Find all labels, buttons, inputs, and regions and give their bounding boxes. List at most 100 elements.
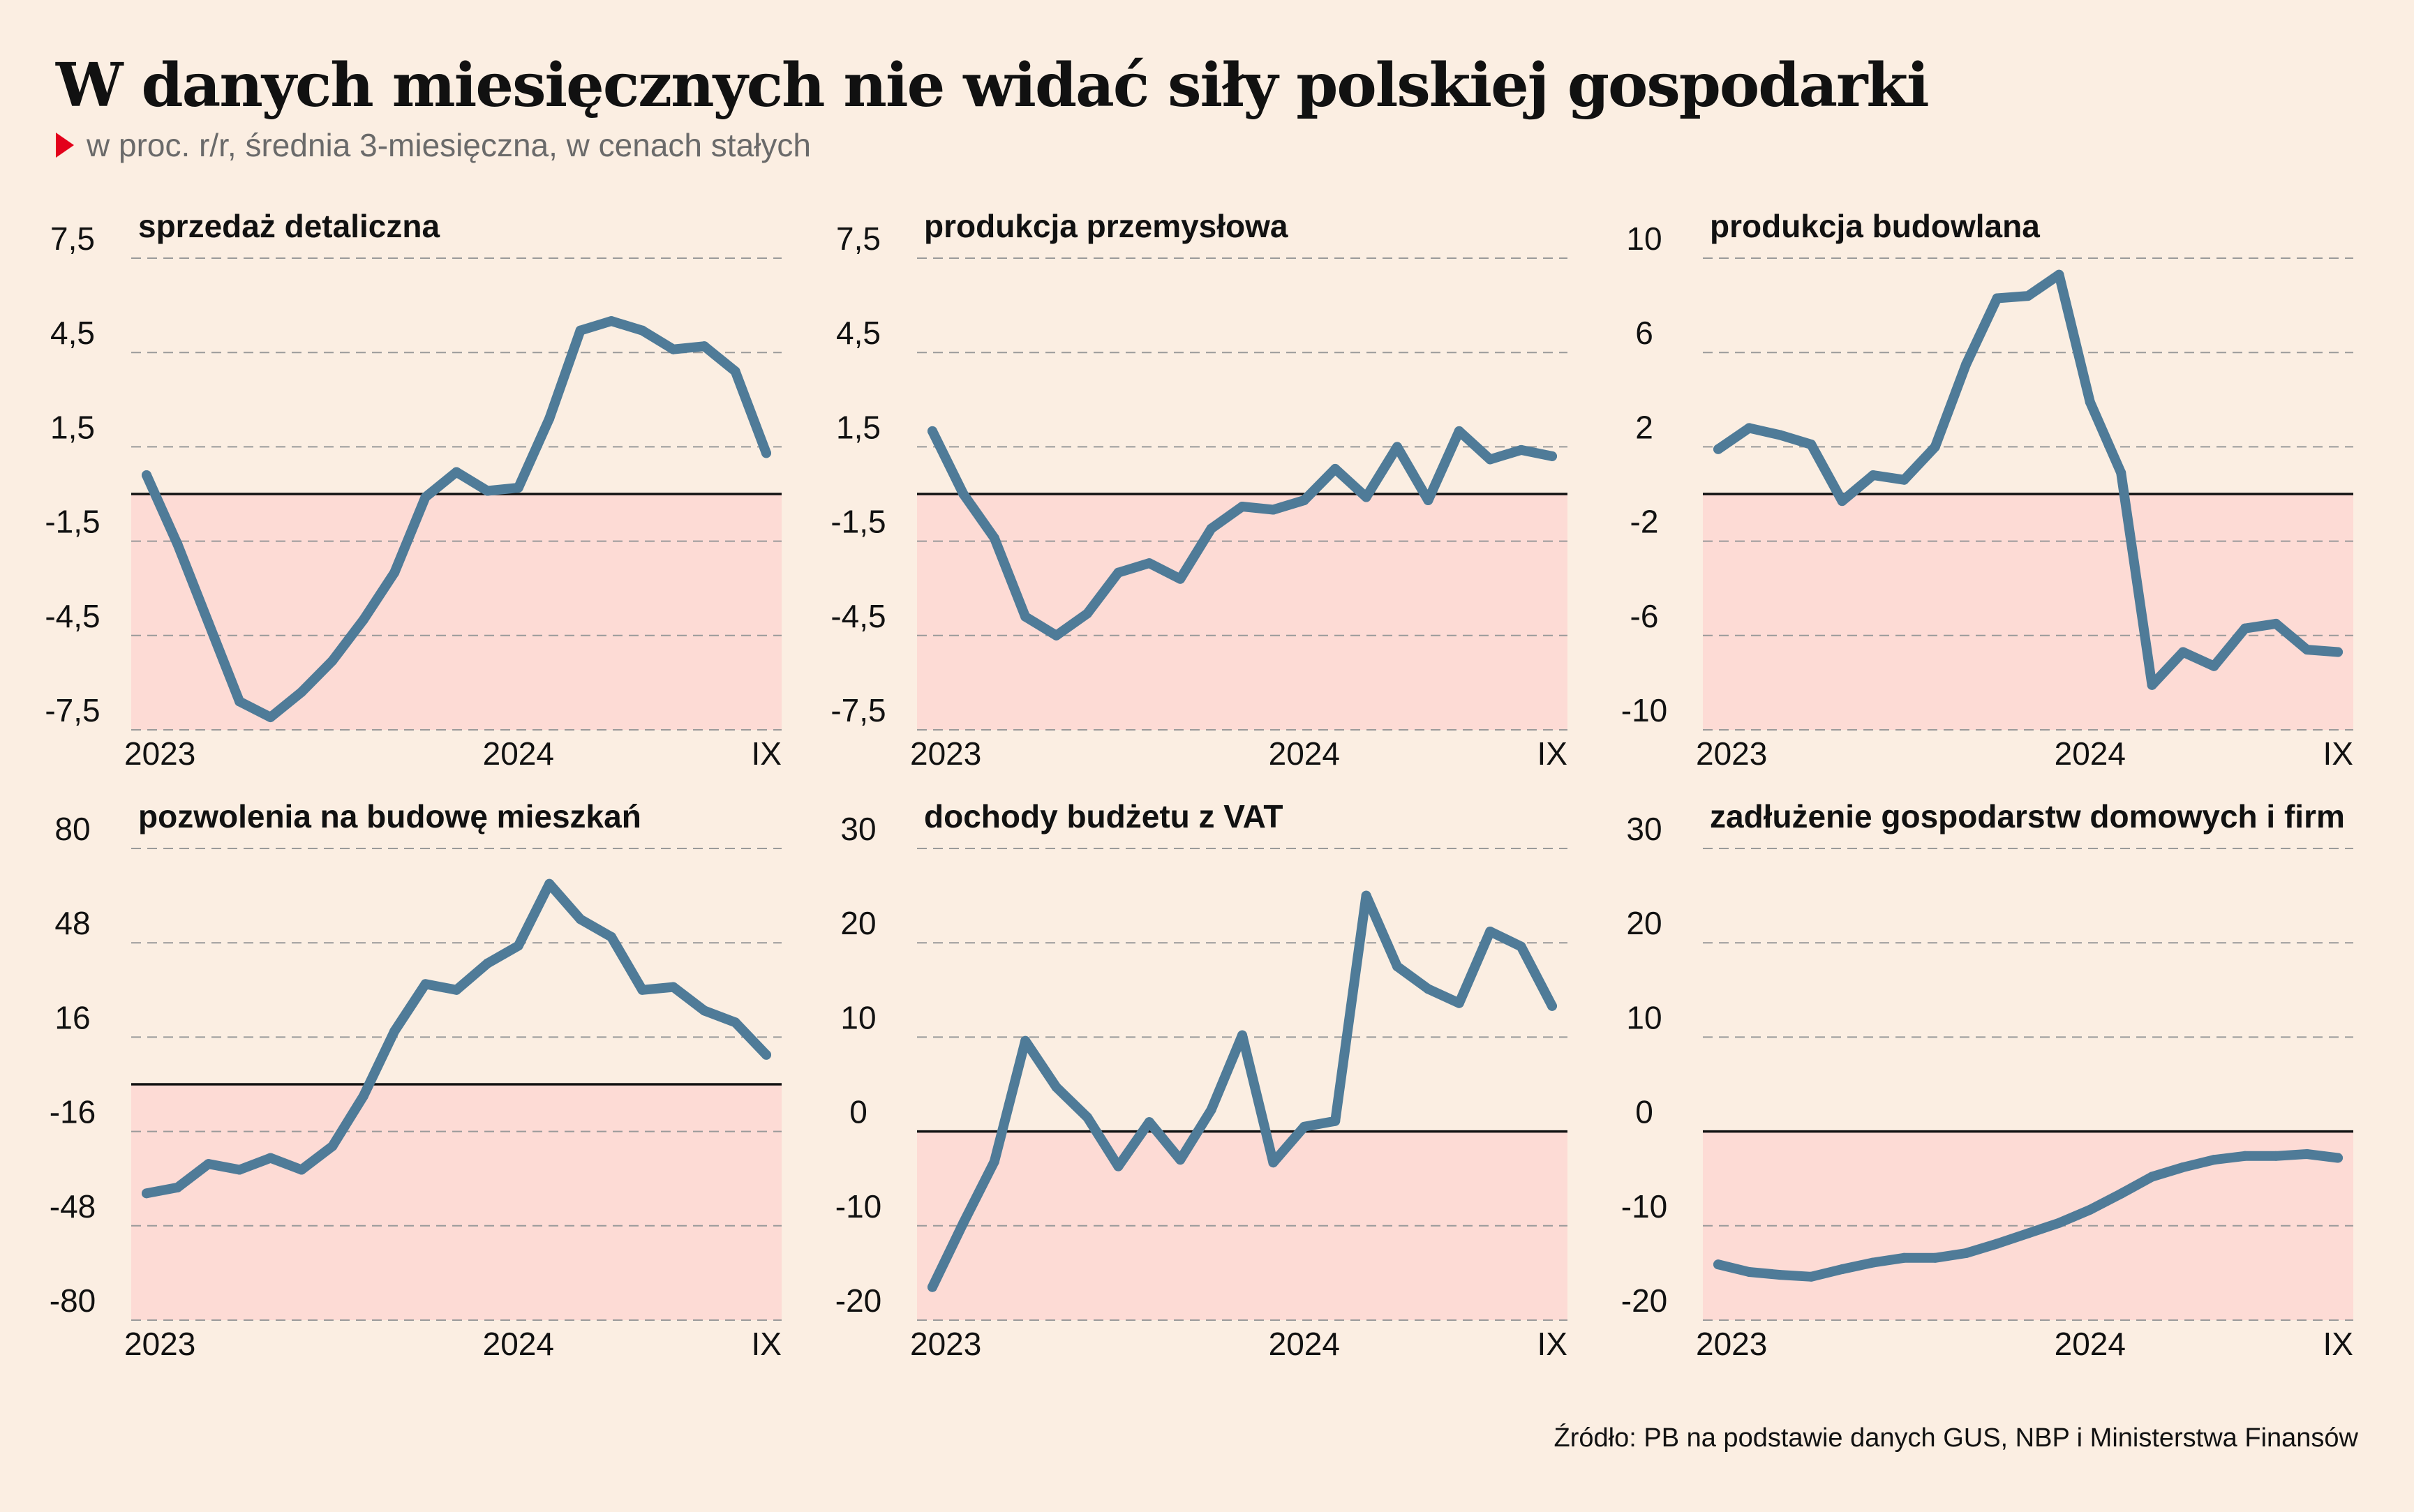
data-point [1051, 1082, 1061, 1093]
data-point [2085, 1204, 2095, 1215]
y-tick-label: 0 [849, 1094, 867, 1130]
negative-area [131, 1084, 782, 1320]
data-point [606, 931, 616, 942]
chart-panel: 7,5 4,5 1,5 -1,5 -4,5 -7,5 2023 2024 IX produkcja… [830, 208, 1567, 772]
data-point [265, 1153, 276, 1163]
source-note: Źródło: PB na podstawie danych GUS, NBP … [1554, 1423, 2358, 1453]
x-tick-label: 2023 [124, 735, 195, 772]
y-tick-label: -7,5 [830, 692, 886, 728]
x-tick-label: 2024 [1269, 735, 1340, 772]
data-point [1113, 567, 1124, 578]
data-point [513, 941, 523, 951]
subtitle-row: w proc. r/r, średnia 3-miesięczna, w cen… [56, 124, 811, 166]
data-point [668, 344, 678, 354]
data-point [1775, 1270, 1785, 1280]
data-point [234, 1165, 245, 1175]
data-point [761, 1049, 771, 1060]
data-point [1361, 492, 1371, 502]
data-point [234, 696, 245, 707]
y-tick-label: -20 [835, 1282, 881, 1319]
y-tick-label: -4,5 [830, 598, 886, 634]
y-tick-label: -80 [50, 1282, 96, 1319]
x-tick-label: 2023 [910, 1326, 981, 1362]
data-point [989, 533, 999, 544]
data-point [1713, 444, 1723, 454]
data-point [1330, 463, 1341, 474]
data-point [2209, 1155, 2219, 1165]
data-point [172, 1182, 183, 1192]
data-point [1020, 1035, 1031, 1046]
data-point [699, 341, 710, 352]
data-point [1485, 454, 1496, 465]
data-point [265, 712, 276, 722]
y-tick-label: -1,5 [45, 504, 100, 540]
data-point [575, 325, 586, 336]
y-tick-label: 1,5 [50, 409, 95, 445]
data-point [420, 492, 431, 502]
data-point [452, 467, 461, 477]
data-point [1361, 890, 1371, 901]
data-point [2302, 645, 2312, 655]
negative-area [131, 494, 782, 730]
data-point [1020, 611, 1031, 622]
y-tick-label: 4,5 [836, 315, 881, 351]
data-point [1144, 1117, 1154, 1128]
y-tick-label: -48 [50, 1188, 96, 1225]
y-tick-label: 30 [840, 811, 876, 847]
x-tick-label: 2023 [1696, 735, 1767, 772]
y-tick-label: -7,5 [45, 692, 100, 728]
data-point [1899, 1252, 1909, 1263]
y-tick-label: 10 [1626, 220, 1662, 257]
data-point [1837, 1264, 1847, 1274]
data-point [2178, 647, 2188, 657]
y-tick-label: 16 [54, 999, 90, 1035]
data-point [761, 448, 771, 458]
data-point [927, 1282, 937, 1292]
data-point [1868, 1257, 1878, 1268]
x-tick-label: 2024 [483, 735, 554, 772]
y-tick-label: 2 [1635, 409, 1653, 445]
triangle-marker-icon [56, 133, 74, 158]
y-tick-label: -20 [1621, 1282, 1667, 1319]
data-point [452, 985, 461, 995]
x-tick-label: 2024 [2055, 735, 2126, 772]
y-tick-label: 48 [54, 905, 90, 941]
y-tick-label: -2 [1630, 504, 1659, 540]
data-point [327, 655, 338, 666]
data-point [1423, 495, 1433, 506]
data-point [1992, 293, 2002, 304]
x-tick-label: IX [752, 1326, 782, 1362]
data-point [297, 687, 306, 697]
data-point [513, 482, 523, 493]
data-point [420, 979, 431, 989]
data-point [1547, 451, 1557, 461]
data-point [606, 316, 616, 327]
data-point [2178, 1162, 2188, 1172]
data-point [1516, 941, 1526, 952]
data-point [1237, 502, 1247, 512]
data-point [637, 985, 648, 995]
y-tick-label: 20 [1626, 905, 1662, 941]
data-point [958, 1218, 969, 1228]
data-point [989, 1156, 999, 1167]
data-point [482, 486, 493, 496]
data-point [1806, 440, 1817, 450]
y-tick-label: -10 [1621, 692, 1667, 728]
x-tick-label: IX [2323, 735, 2353, 772]
data-point [1899, 474, 1909, 485]
data-point [575, 914, 586, 925]
data-point [1744, 423, 1754, 433]
x-tick-label: 2023 [910, 735, 981, 772]
data-point [544, 413, 555, 424]
data-point [297, 1165, 306, 1175]
data-point [544, 878, 555, 889]
data-point [2085, 397, 2095, 407]
data-point [1454, 998, 1464, 1008]
chart-title: zadłużenie gospodarstw domowych i firm [1710, 798, 2345, 834]
data-point [958, 489, 969, 499]
data-point [1051, 630, 1061, 641]
data-point [1547, 1001, 1557, 1011]
data-point [2023, 1228, 2033, 1238]
y-tick-label: -10 [1621, 1188, 1667, 1225]
y-tick-label: -10 [835, 1188, 881, 1225]
